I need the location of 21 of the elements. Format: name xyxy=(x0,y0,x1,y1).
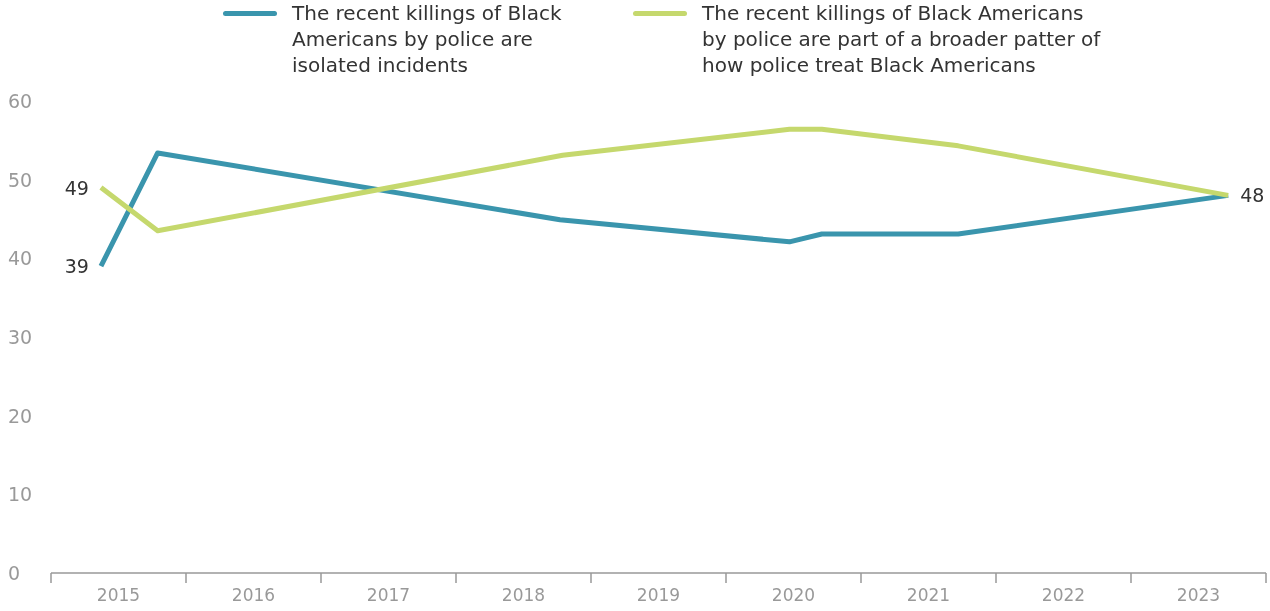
x-tick-label: 2018 xyxy=(501,585,546,605)
y-tick-label: 30 xyxy=(8,326,33,348)
x-tick-label: 2015 xyxy=(96,585,141,605)
y-tick-label: 20 xyxy=(8,404,33,427)
x-tick-label: 2022 xyxy=(1041,585,1086,605)
y-tick-label: 60 xyxy=(8,90,33,112)
data-label: 39 xyxy=(64,255,89,278)
y-tick-label: 40 xyxy=(8,247,33,270)
data-label: 48 xyxy=(1240,184,1265,207)
y-tick-label: 0 xyxy=(8,562,21,584)
x-tick-label: 2017 xyxy=(366,585,411,605)
x-tick-label: 2021 xyxy=(906,585,951,605)
y-tick-label: 10 xyxy=(8,483,33,506)
y-tick-label: 50 xyxy=(8,168,33,191)
x-tick-label: 2020 xyxy=(771,585,816,605)
x-tick-label: 2023 xyxy=(1176,585,1221,605)
legend-label: The recent killings of Black Americans by police are isolated incidents xyxy=(292,0,563,78)
legend-label: The recent killings of Black Americans by police are part of a broader patter of how police treat Black Americans xyxy=(702,0,1102,78)
data-label: 49 xyxy=(64,176,89,199)
x-tick-label: 2019 xyxy=(636,585,681,605)
x-tick-label: 2016 xyxy=(231,585,276,605)
